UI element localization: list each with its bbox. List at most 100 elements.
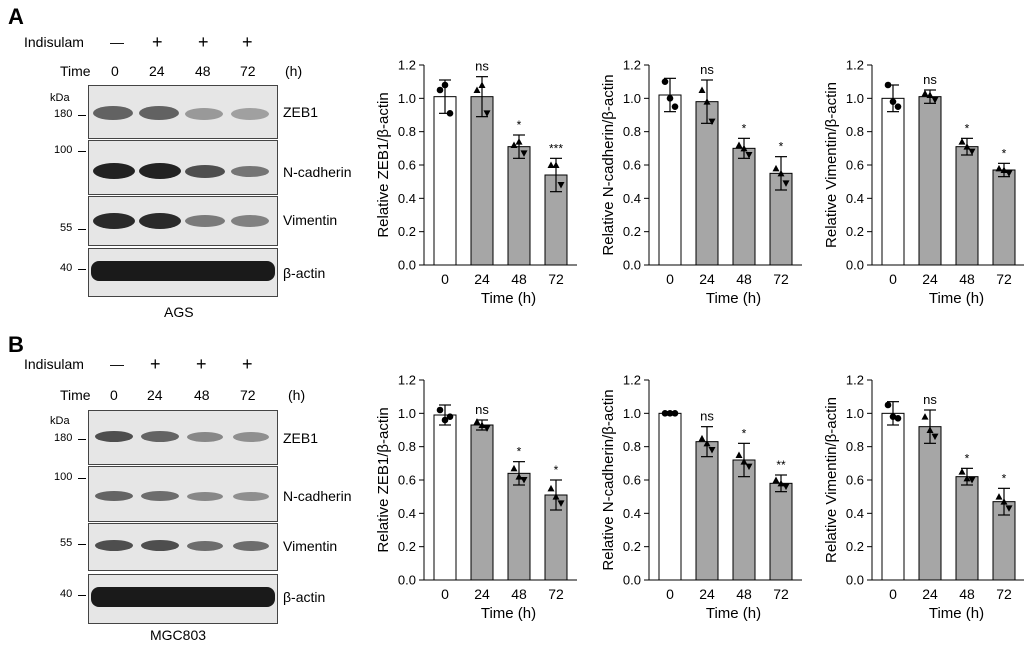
x-tick-label: 48 <box>959 586 975 602</box>
panel-letter-a: A <box>8 4 24 29</box>
bar <box>918 96 942 266</box>
y-tick-label: 0.4 <box>846 191 864 206</box>
y-tick-label: 1.0 <box>398 406 416 421</box>
band <box>233 541 269 551</box>
x-tick-label: 24 <box>474 586 490 602</box>
x-tick-label: 0 <box>889 586 897 602</box>
band <box>139 106 179 120</box>
marker-55: 55 <box>60 222 73 234</box>
data-point <box>557 182 565 189</box>
data-point <box>666 410 674 417</box>
marker-tick <box>78 544 86 545</box>
data-point <box>995 164 1003 172</box>
treatment-sign: + <box>198 32 209 52</box>
x-tick-label: 72 <box>548 271 564 287</box>
data-point <box>515 473 523 480</box>
bar <box>881 412 905 581</box>
data-point <box>483 110 491 117</box>
time-value: 24 <box>147 387 163 403</box>
data-point <box>703 439 711 447</box>
blot-vimentin <box>88 196 278 246</box>
x-axis-label: Time (h) <box>929 605 984 622</box>
x-tick-label: 48 <box>511 271 527 287</box>
y-tick-label: 0.8 <box>623 124 641 139</box>
data-point <box>510 464 518 472</box>
x-axis-label: Time (h) <box>481 290 536 307</box>
y-tick-label: 1.0 <box>846 91 864 106</box>
data-point <box>520 477 528 484</box>
data-point <box>661 78 669 85</box>
y-tick-label: 0.6 <box>398 158 416 173</box>
bar <box>769 482 793 581</box>
bar <box>881 97 905 266</box>
band <box>139 213 181 229</box>
data-point <box>894 103 902 110</box>
data-point <box>510 141 518 148</box>
data-point <box>698 86 706 93</box>
significance-label: ns <box>700 409 714 424</box>
blot-zeb1 <box>88 85 278 139</box>
data-point <box>889 413 897 420</box>
kda-label: kDa <box>50 92 70 104</box>
data-point <box>557 500 565 507</box>
marker-tick <box>78 478 86 479</box>
treatment-label: Indisulam <box>24 34 84 50</box>
significance-label: * <box>517 445 522 459</box>
significance-label: * <box>1002 471 1007 485</box>
y-tick-label: 1.2 <box>623 58 641 73</box>
y-axis-label: Relative N-cadherin/β-actin <box>600 389 617 570</box>
y-tick-label: 0.6 <box>846 158 864 173</box>
bar-chart-a-zeb1: 0.0 0.2 0.4 0.6 0.8 1.0 1.2 Relative ZEB1/β-act… <box>375 58 577 307</box>
data-point <box>661 410 669 417</box>
marker-100: 100 <box>54 471 73 483</box>
y-axis-label: Relative ZEB1/β-actin <box>375 407 392 552</box>
x-tick-label: 0 <box>666 271 674 287</box>
significance-label: ns <box>923 392 937 407</box>
data-point <box>671 410 679 417</box>
protein-label: N-cadherin <box>283 488 352 504</box>
x-tick-label: 24 <box>922 586 938 602</box>
data-point <box>1005 505 1013 512</box>
marker-55: 55 <box>60 537 73 549</box>
time-value: 72 <box>240 387 256 403</box>
x-tick-label: 72 <box>996 586 1012 602</box>
band <box>231 108 269 120</box>
y-tick-label: 1.2 <box>398 58 416 73</box>
data-point <box>931 97 939 104</box>
data-point <box>515 138 523 145</box>
band <box>91 587 275 607</box>
y-tick-label: 0.6 <box>623 473 641 488</box>
band <box>231 166 269 177</box>
y-tick-label: 0.8 <box>846 439 864 454</box>
y-tick-label: 0.4 <box>398 506 416 521</box>
data-point <box>921 89 929 97</box>
significance-label: ns <box>475 402 489 417</box>
marker-tick <box>78 595 86 596</box>
data-point <box>1005 170 1013 177</box>
band <box>95 431 133 442</box>
data-point <box>547 484 555 492</box>
x-axis-label: Time (h) <box>929 290 984 307</box>
bar <box>507 146 531 266</box>
data-point <box>473 86 481 93</box>
y-tick-label: 0.6 <box>846 473 864 488</box>
bar <box>992 169 1016 266</box>
time-value: 48 <box>195 63 211 79</box>
data-point <box>782 483 790 491</box>
significance-label: * <box>779 140 784 154</box>
y-tick-label: 1.2 <box>846 373 864 388</box>
data-point <box>889 98 897 105</box>
y-tick-label: 1.0 <box>623 91 641 106</box>
bar <box>918 426 942 581</box>
treatment-sign: — <box>110 34 124 50</box>
blot-beta-actin <box>88 248 278 297</box>
data-point <box>446 413 454 420</box>
protein-label: ZEB1 <box>283 104 319 120</box>
y-axis-label: Relative N-cadherin/β-actin <box>600 74 617 255</box>
data-point <box>735 141 743 148</box>
significance-label: ns <box>923 72 937 87</box>
band <box>185 165 225 178</box>
x-axis-label: Time (h) <box>706 605 761 622</box>
treatment-sign: + <box>152 32 163 52</box>
protein-label: Vimentin <box>283 212 338 228</box>
